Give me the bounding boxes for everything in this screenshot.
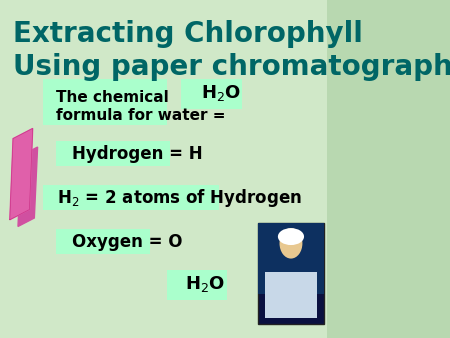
Bar — [56, 141, 170, 166]
Bar — [181, 79, 242, 109]
Polygon shape — [18, 147, 38, 226]
Bar — [56, 229, 150, 254]
Bar — [258, 223, 324, 324]
Bar — [258, 223, 324, 294]
Text: H$_2$O: H$_2$O — [201, 83, 241, 103]
Bar — [167, 270, 227, 300]
Ellipse shape — [279, 228, 302, 259]
Text: Oxygen = O: Oxygen = O — [72, 233, 182, 251]
Text: Hydrogen = H: Hydrogen = H — [72, 145, 203, 163]
Bar — [265, 272, 317, 318]
Bar — [42, 79, 167, 125]
Text: The chemical
formula for water =: The chemical formula for water = — [56, 90, 225, 123]
Text: H$_2$O: H$_2$O — [184, 274, 225, 294]
Text: H$_2$ = 2 atoms of Hydrogen: H$_2$ = 2 atoms of Hydrogen — [57, 187, 302, 209]
Bar — [42, 185, 219, 210]
Text: Extracting Chlorophyll
Using paper chromatography: Extracting Chlorophyll Using paper chrom… — [13, 20, 450, 81]
Ellipse shape — [278, 228, 304, 245]
Polygon shape — [10, 128, 33, 220]
